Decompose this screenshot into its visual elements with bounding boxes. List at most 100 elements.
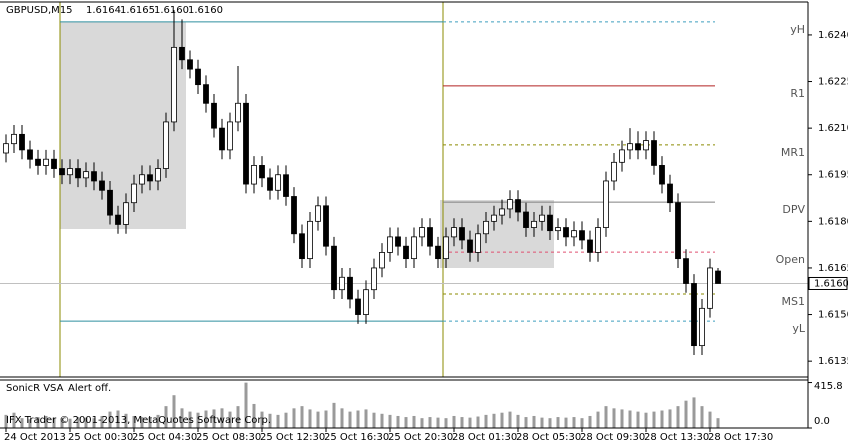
candle-body — [571, 230, 577, 238]
volume-bar — [316, 411, 320, 428]
volume-bar — [588, 415, 592, 428]
level-label: yL — [792, 322, 806, 335]
candle-body — [619, 149, 625, 163]
volume-bar — [564, 417, 568, 428]
volume-bar — [212, 409, 216, 428]
candle-body — [307, 220, 313, 260]
ohlc-label: 1.6165 — [120, 5, 155, 16]
candle-body — [347, 276, 353, 300]
volume-bar — [148, 417, 152, 428]
candle-body — [555, 227, 561, 232]
volume-bar — [380, 413, 384, 428]
volume-bar — [4, 414, 8, 428]
candle-body — [627, 143, 633, 151]
volume-bar — [140, 417, 144, 428]
volume-bar — [548, 418, 552, 428]
candle-body — [99, 180, 105, 191]
volume-bar — [556, 417, 560, 428]
candle-body — [675, 202, 681, 260]
volume-bar — [620, 409, 624, 428]
x-tick-label: 28 Oct 13:30 — [644, 432, 709, 443]
candle-body — [179, 46, 185, 61]
volume-bar — [580, 418, 584, 428]
candle-body — [579, 230, 585, 241]
candle-body — [171, 46, 177, 123]
candle-body — [355, 298, 361, 315]
volume-bar — [516, 414, 520, 428]
volume-bar — [60, 418, 64, 428]
candle-body — [659, 165, 665, 185]
candle-body — [299, 233, 305, 260]
chart-title: GBPUSD,M15 — [6, 5, 73, 16]
candle-body — [251, 165, 257, 185]
candle-body — [611, 161, 617, 182]
y-tick-label: 1.6150 — [818, 310, 848, 321]
candle-body — [131, 183, 137, 204]
candle-body — [379, 252, 385, 269]
candle-body — [195, 68, 201, 86]
candle-body — [363, 289, 369, 315]
candle-body — [387, 236, 393, 253]
level-label: R1 — [790, 87, 805, 100]
y-tick-label: 1.6240 — [818, 30, 848, 41]
x-tick-label: 28 Oct 05:30 — [516, 432, 581, 443]
volume-bar — [684, 400, 688, 428]
last-price-label: 1.6160 — [814, 278, 848, 289]
volume-bar — [372, 412, 376, 428]
candle-body — [283, 174, 289, 197]
levels: yH R1 MR1 DPV Open MS1 yL — [0, 21, 808, 335]
candle-body — [139, 174, 145, 185]
volume-bar — [388, 414, 392, 428]
candle-body — [403, 245, 409, 260]
volume-bar — [420, 418, 424, 428]
y-tick-label: 1.6210 — [818, 123, 848, 134]
volume-bar — [188, 411, 192, 428]
volume-bar — [708, 411, 712, 428]
volume-bar — [180, 408, 184, 428]
candle-body — [435, 245, 441, 260]
x-tick-label: 24 Oct 2013 — [4, 432, 66, 443]
candle-body — [91, 171, 97, 182]
candle-body — [507, 199, 513, 210]
volume-bar — [596, 411, 600, 428]
volume-bar — [716, 418, 720, 428]
candle-body — [699, 307, 705, 347]
volume-bar — [476, 416, 480, 428]
volume-bar — [404, 417, 408, 428]
candle-body — [323, 205, 329, 247]
candle-body — [235, 102, 241, 123]
candle-body — [219, 127, 225, 151]
candle-body — [539, 214, 545, 222]
candle-body — [515, 199, 521, 213]
volume-bar — [84, 417, 88, 428]
y-tick-label: 0.0 — [814, 416, 830, 427]
candle-body — [51, 158, 57, 169]
session-box — [440, 200, 554, 268]
volume-bar — [220, 408, 224, 428]
volume-bar — [156, 414, 160, 428]
candle-body — [243, 102, 249, 185]
candle-body — [667, 183, 673, 204]
level-label: yH — [790, 23, 805, 36]
candle-body — [683, 258, 689, 284]
volume-bar — [652, 411, 656, 428]
candle-body — [67, 168, 73, 176]
y-tick-label: 1.6135 — [818, 356, 848, 367]
candle-body — [443, 236, 449, 260]
volume-bar — [644, 412, 648, 428]
candle-body — [499, 208, 505, 216]
x-tick-label: 25 Oct 04:30 — [132, 432, 197, 443]
candle-body — [523, 211, 529, 228]
candle-body — [107, 189, 113, 216]
volume-bar — [436, 417, 440, 428]
candle-body — [603, 180, 609, 228]
candle-body — [459, 227, 465, 241]
volume-bar — [532, 415, 536, 428]
volume-bar — [276, 414, 280, 428]
candle-body — [467, 239, 473, 253]
volume-bar — [660, 410, 664, 428]
volume-bar — [348, 411, 352, 428]
candle-body — [475, 233, 481, 253]
volume-bar — [292, 408, 296, 428]
